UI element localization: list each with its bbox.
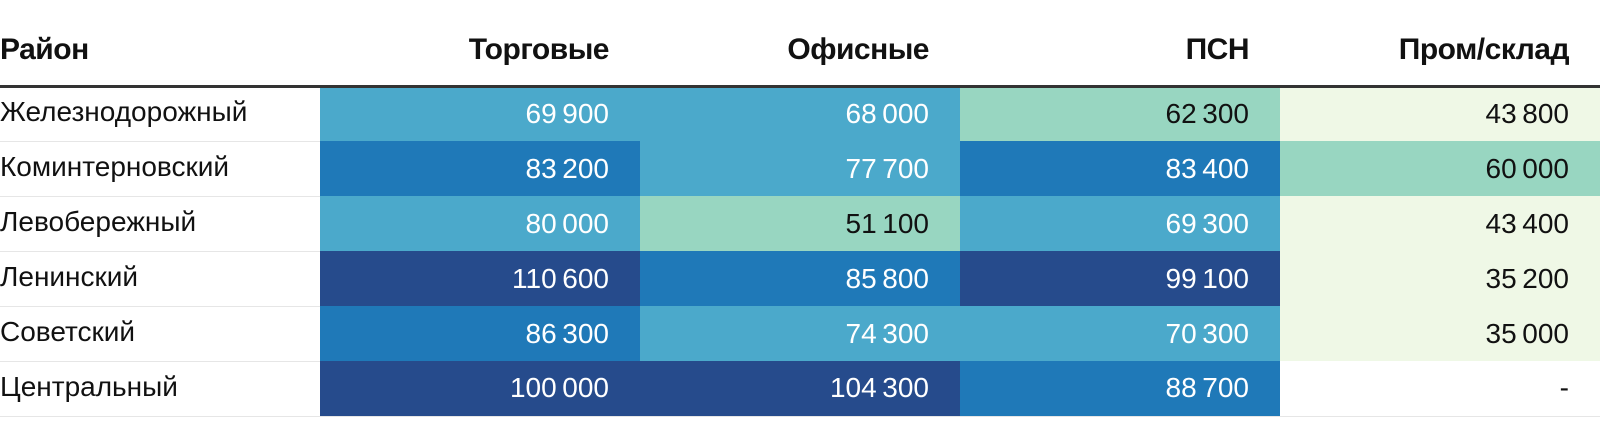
- column-header-psn: ПСН: [960, 0, 1280, 88]
- column-header-industrial: Пром/склад: [1280, 0, 1600, 88]
- value-cell-psn: 99 100: [960, 251, 1280, 306]
- district-name-cell: Советский: [0, 306, 320, 362]
- column-header-retail: Торговые: [320, 0, 640, 88]
- value-cell-retail: 83 200: [320, 141, 640, 196]
- value-cell-psn: 83 400: [960, 141, 1280, 196]
- value-cell-retail: 80 000: [320, 196, 640, 251]
- value-cell-industrial: 43 400: [1280, 196, 1600, 251]
- value-cell-industrial: 43 800: [1280, 86, 1600, 141]
- header-row: Район Торговые Офисные ПСН Пром/склад: [0, 0, 1600, 88]
- table-row: Коминтерновский 83 200 77 700 83 400 60 000: [0, 141, 1600, 197]
- value-cell-office: 77 700: [640, 141, 960, 196]
- value-cell-industrial: 35 200: [1280, 251, 1600, 306]
- value-cell-office: 85 800: [640, 251, 960, 306]
- table-row: Железнодорожный 69 900 68 000 62 300 43 800: [0, 86, 1600, 142]
- value-cell-industrial: -: [1280, 361, 1600, 417]
- district-name-cell: Коминтерновский: [0, 141, 320, 197]
- district-name-cell: Ленинский: [0, 251, 320, 307]
- value-cell-psn: 62 300: [960, 86, 1280, 141]
- value-cell-office: 74 300: [640, 306, 960, 361]
- value-cell-retail: 110 600: [320, 251, 640, 306]
- heatmap-table: Район Торговые Офисные ПСН Пром/склад Же…: [0, 0, 1600, 417]
- district-name-cell: Железнодорожный: [0, 86, 320, 142]
- table-row: Ленинский 110 600 85 800 99 100 35 200: [0, 251, 1600, 307]
- district-name-cell: Центральный: [0, 361, 320, 417]
- value-cell-psn: 70 300: [960, 306, 1280, 361]
- value-cell-office: 68 000: [640, 86, 960, 141]
- value-cell-office: 104 300: [640, 361, 960, 417]
- value-cell-psn: 88 700: [960, 361, 1280, 417]
- district-name-cell: Левобережный: [0, 196, 320, 252]
- table-row: Советский 86 300 74 300 70 300 35 000: [0, 306, 1600, 362]
- value-cell-retail: 100 000: [320, 361, 640, 417]
- column-header-office: Офисные: [640, 0, 960, 88]
- value-cell-retail: 69 900: [320, 86, 640, 141]
- column-header-district: Район: [0, 0, 320, 88]
- table-row: Центральный 100 000 104 300 88 700-: [0, 361, 1600, 417]
- value-cell-retail: 86 300: [320, 306, 640, 361]
- value-cell-industrial: 60 000: [1280, 141, 1600, 196]
- table-body: Железнодорожный 69 900 68 000 62 300 43 800 К…: [0, 86, 1600, 417]
- value-cell-psn: 69 300: [960, 196, 1280, 251]
- value-cell-office: 51 100: [640, 196, 960, 251]
- value-cell-industrial: 35 000: [1280, 306, 1600, 361]
- table-row: Левобережный 80 000 51 100 69 300 43 400: [0, 196, 1600, 252]
